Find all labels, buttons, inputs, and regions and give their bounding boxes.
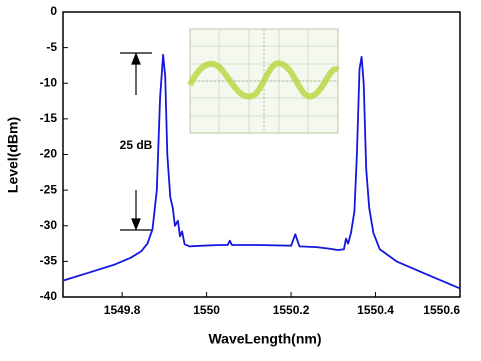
x-tick-label: 1550.4 (357, 303, 394, 317)
y-tick-label: -5 (46, 40, 57, 54)
x-tick-label: 1550 (193, 303, 220, 317)
chart: 25 dB WaveLength(nm) Level(dBm) 0 -5 -10 -1… (0, 0, 481, 356)
y-tick-label: -35 (40, 254, 58, 268)
y-tick-label: -10 (40, 75, 58, 89)
x-tick-label: 1550.2 (273, 303, 310, 317)
y-axis-title: Level(dBm) (5, 117, 21, 193)
page: {"chart_data": {"type": "line", "x_label… (0, 0, 481, 356)
y-tick-label: -15 (40, 111, 58, 125)
annotation: 25 dB (120, 138, 153, 152)
y-tick-label: -25 (40, 182, 58, 196)
inset (190, 29, 338, 133)
y-tick-label: -30 (40, 218, 58, 232)
y-tick-label: 0 (50, 4, 57, 18)
y-tick-label: -20 (40, 147, 58, 161)
y-tick-label: -40 (40, 289, 58, 303)
x-tick-label: 1550.6 (423, 303, 460, 317)
x-axis-title: WaveLength(nm) (208, 331, 321, 347)
x-tick-label: 1549.8 (104, 303, 141, 317)
